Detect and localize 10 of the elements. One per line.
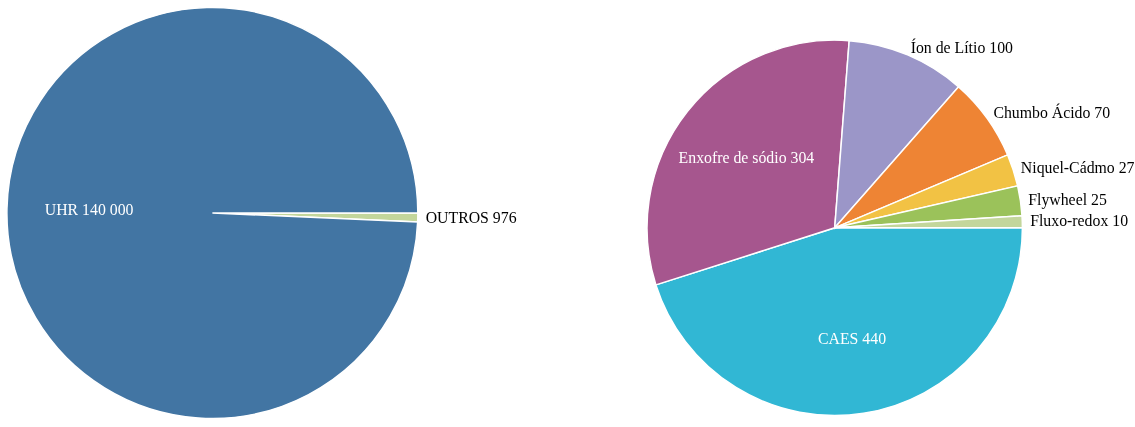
pie-slice: [6, 6, 419, 420]
slice-label: OUTROS 976: [425, 208, 517, 226]
slice-label: Fluxo-redox 10: [1030, 212, 1129, 230]
slice-label: Chumbo Ácido 70: [993, 103, 1111, 122]
slice-label: Flywheel 25: [1028, 190, 1107, 209]
slice-label: Enxofre de sódio 304: [678, 148, 815, 166]
slice-label: UHR 140 000: [44, 201, 134, 219]
slice-label: Niquel-Cádmo 27: [1020, 158, 1135, 177]
slice-label: CAES 440: [818, 330, 887, 348]
slice-label: Íon de Lítio 100: [910, 37, 1014, 56]
